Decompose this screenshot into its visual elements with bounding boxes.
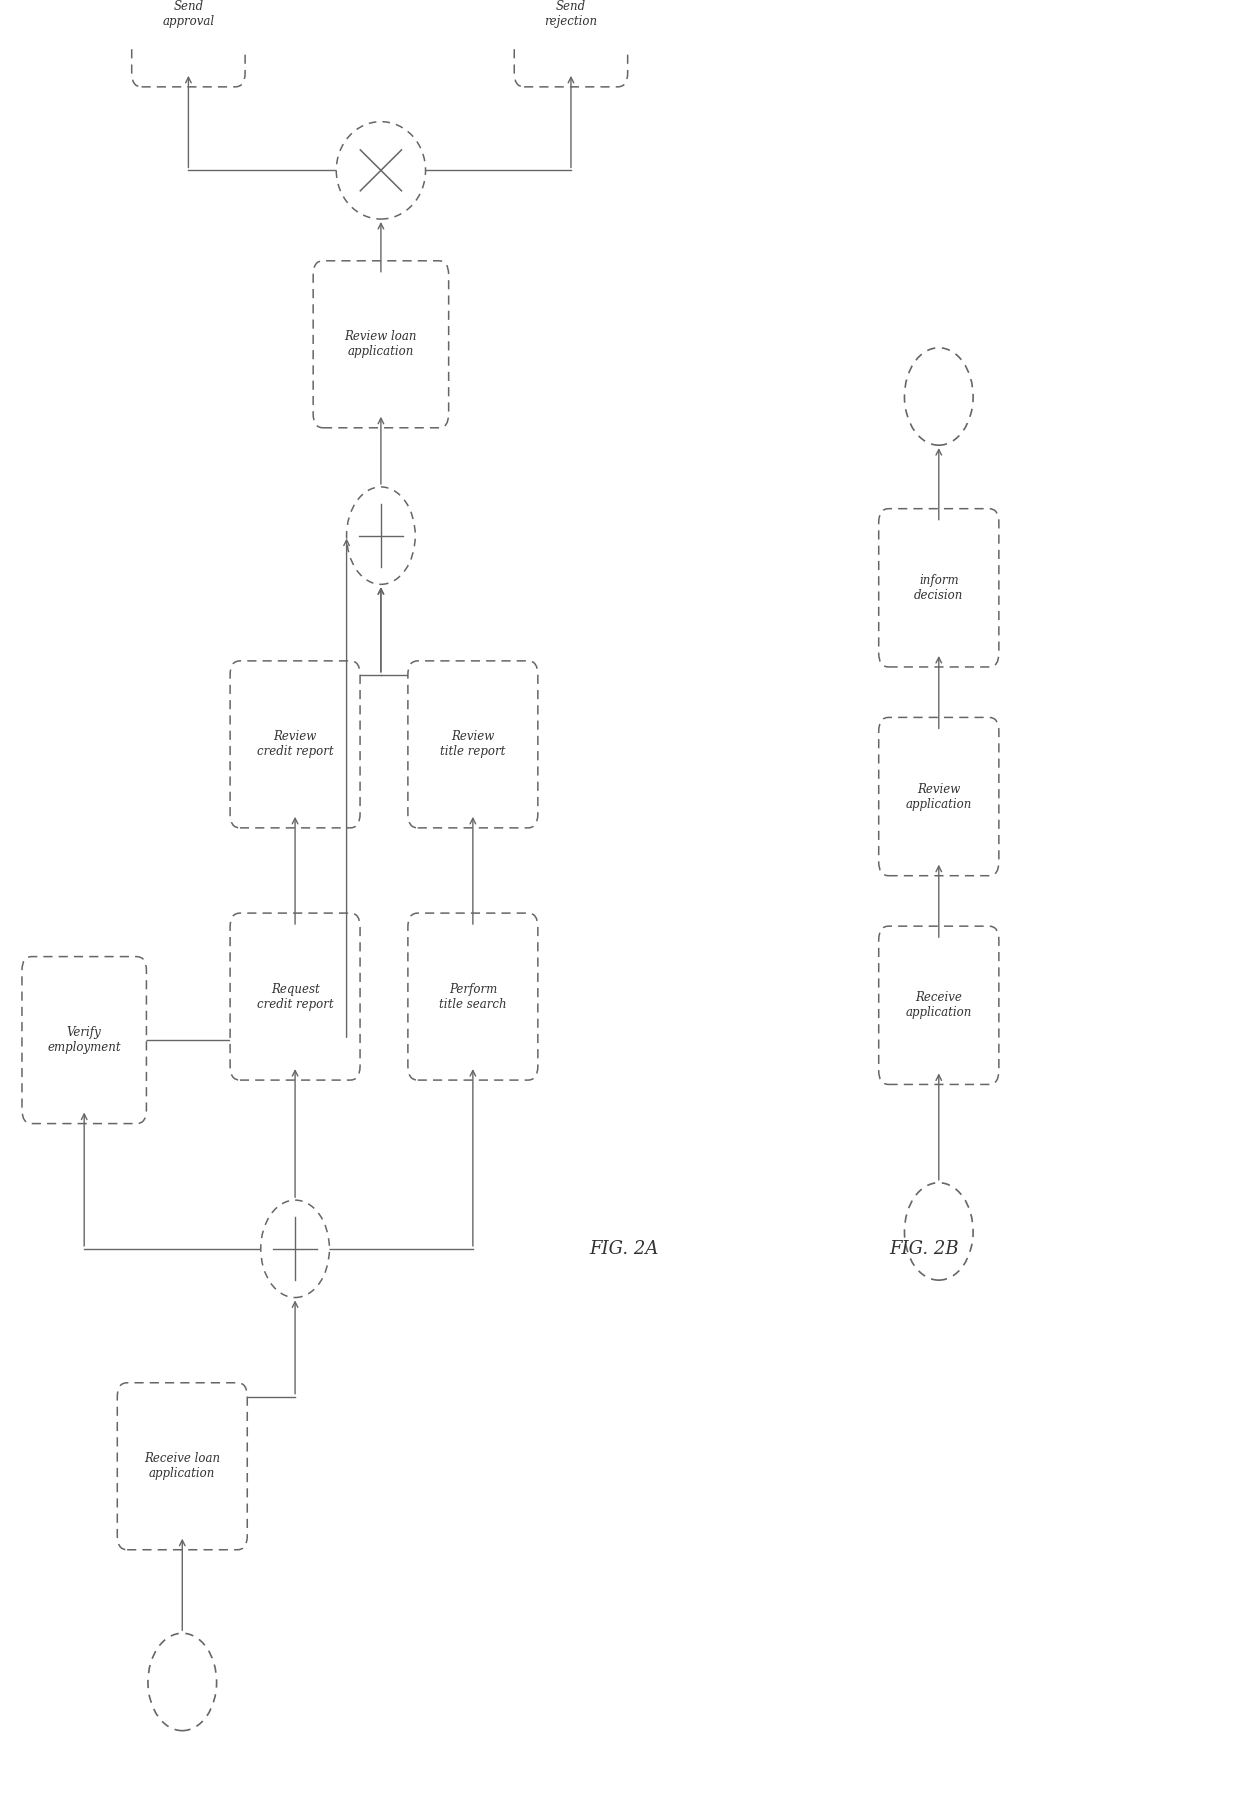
FancyBboxPatch shape (879, 926, 999, 1084)
Text: FIG. 2A: FIG. 2A (589, 1240, 658, 1258)
Text: Receive
application: Receive application (905, 991, 972, 1020)
FancyBboxPatch shape (515, 0, 627, 86)
FancyBboxPatch shape (118, 1382, 247, 1549)
Circle shape (346, 486, 415, 585)
Circle shape (904, 348, 973, 445)
Circle shape (260, 1201, 330, 1298)
Text: Review
application: Review application (905, 783, 972, 811)
Circle shape (148, 1633, 217, 1730)
Text: Send
approval: Send approval (162, 0, 215, 27)
Text: Verify
employment: Verify employment (47, 1027, 122, 1054)
FancyBboxPatch shape (131, 0, 246, 86)
Text: Send
rejection: Send rejection (544, 0, 598, 27)
FancyBboxPatch shape (231, 914, 360, 1081)
Text: Review loan
application: Review loan application (345, 330, 417, 359)
Circle shape (904, 1183, 973, 1280)
Text: Perform
title search: Perform title search (439, 982, 507, 1011)
Text: Review
credit report: Review credit report (257, 731, 334, 757)
Text: Receive loan
application: Receive loan application (144, 1452, 221, 1481)
Text: Review
title report: Review title report (440, 731, 506, 757)
FancyBboxPatch shape (314, 260, 449, 427)
FancyBboxPatch shape (408, 661, 538, 827)
FancyBboxPatch shape (879, 718, 999, 876)
FancyBboxPatch shape (231, 661, 360, 827)
Text: inform
decision: inform decision (914, 574, 963, 601)
FancyBboxPatch shape (879, 508, 999, 668)
FancyBboxPatch shape (408, 914, 538, 1081)
Text: Request
credit report: Request credit report (257, 982, 334, 1011)
Ellipse shape (336, 122, 425, 219)
Text: FIG. 2B: FIG. 2B (890, 1240, 960, 1258)
FancyBboxPatch shape (22, 957, 146, 1124)
